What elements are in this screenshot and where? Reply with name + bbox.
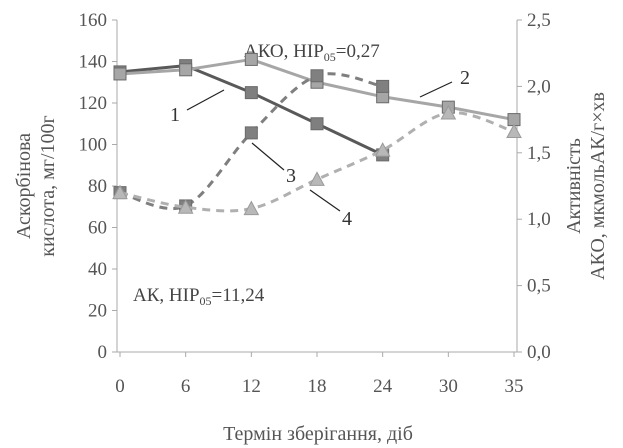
series-4-point (177, 199, 194, 214)
x-tick-label: 18 (308, 376, 327, 397)
x-axis-ticks: 0 6 12 18 24 30 35 (115, 352, 524, 397)
left-tick-label: 120 (79, 93, 108, 114)
series-4-point (374, 142, 391, 157)
left-axis-title-line1: Аскорбінова (13, 133, 35, 239)
series-labels: 1 2 3 4 (170, 67, 470, 230)
ak-annotation-tail: =11,24 (212, 285, 265, 306)
series-4-point (440, 104, 457, 120)
series-4-point (112, 184, 128, 200)
series-layer (112, 52, 522, 216)
right-axis-title-line2: АКО, мкмольАК/г×хв (587, 92, 609, 280)
series-3-point (376, 79, 390, 93)
left-tick-label: 0 (98, 342, 108, 363)
leader-4 (309, 189, 341, 212)
right-tick-label: 1,0 (527, 209, 551, 230)
leader-2 (419, 81, 453, 98)
ako-annotation-tail: =0,27 (336, 41, 380, 62)
series-4-point (506, 123, 522, 139)
series-2-point (113, 67, 127, 81)
series-3-line (119, 72, 383, 211)
right-axis-title-line1: Активність (563, 138, 585, 234)
ako-annotation: АКО, НІР05=0,27 (244, 41, 380, 64)
series-label-4: 4 (342, 208, 352, 230)
series-2-point (244, 52, 258, 66)
x-tick-label: 30 (439, 376, 458, 397)
series-3-point (244, 126, 258, 140)
left-axis-ticks: 0 20 40 60 80 100 120 140 160 (79, 10, 117, 363)
x-tick-label: 6 (181, 376, 191, 397)
series-1-point (310, 117, 324, 131)
series-4-point (243, 200, 260, 216)
left-tick-label: 140 (79, 52, 108, 73)
leader-1 (186, 89, 225, 111)
x-tick-label: 35 (505, 376, 524, 397)
series-4-point (309, 171, 325, 186)
series-2-point (179, 63, 193, 77)
series-1-point (244, 86, 258, 100)
series-label-leaders (186, 81, 453, 212)
leader-3 (251, 142, 285, 171)
series-label-2: 2 (460, 67, 470, 89)
series-3-point (310, 69, 324, 83)
ako-annotation-sub: 05 (324, 50, 336, 64)
ak-annotation-sub: 05 (200, 294, 212, 308)
x-axis-title: Термін зберігання, діб (223, 423, 413, 445)
series-1-line (119, 64, 384, 157)
left-tick-label: 40 (88, 259, 107, 280)
ako-annotation-main: АКО, НІР (244, 41, 324, 62)
left-tick-label: 100 (79, 135, 108, 156)
left-tick-label: 20 (88, 301, 107, 322)
right-tick-label: 0,0 (527, 342, 551, 363)
left-tick-label: 80 (88, 176, 107, 197)
series-label-1: 1 (170, 104, 180, 126)
right-tick-label: 2,0 (527, 76, 551, 97)
left-tick-label: 160 (79, 10, 108, 31)
ak-annotation-main: АК, НІР (133, 285, 200, 306)
right-axis-ticks: 0,0 0,5 1,0 1,5 2,0 2,5 (517, 10, 551, 363)
left-tick-label: 60 (88, 218, 107, 239)
series-label-3: 3 (286, 165, 296, 187)
x-tick-label: 0 (115, 376, 125, 397)
x-tick-label: 24 (373, 376, 393, 397)
right-tick-label: 2,5 (527, 10, 551, 31)
right-tick-label: 0,5 (527, 276, 551, 297)
x-tick-label: 12 (242, 376, 261, 397)
left-axis-title-line2: кислота, мг/100г (37, 115, 59, 257)
ak-annotation: АК, НІР05=11,24 (133, 285, 265, 308)
right-tick-label: 1,5 (527, 143, 551, 164)
